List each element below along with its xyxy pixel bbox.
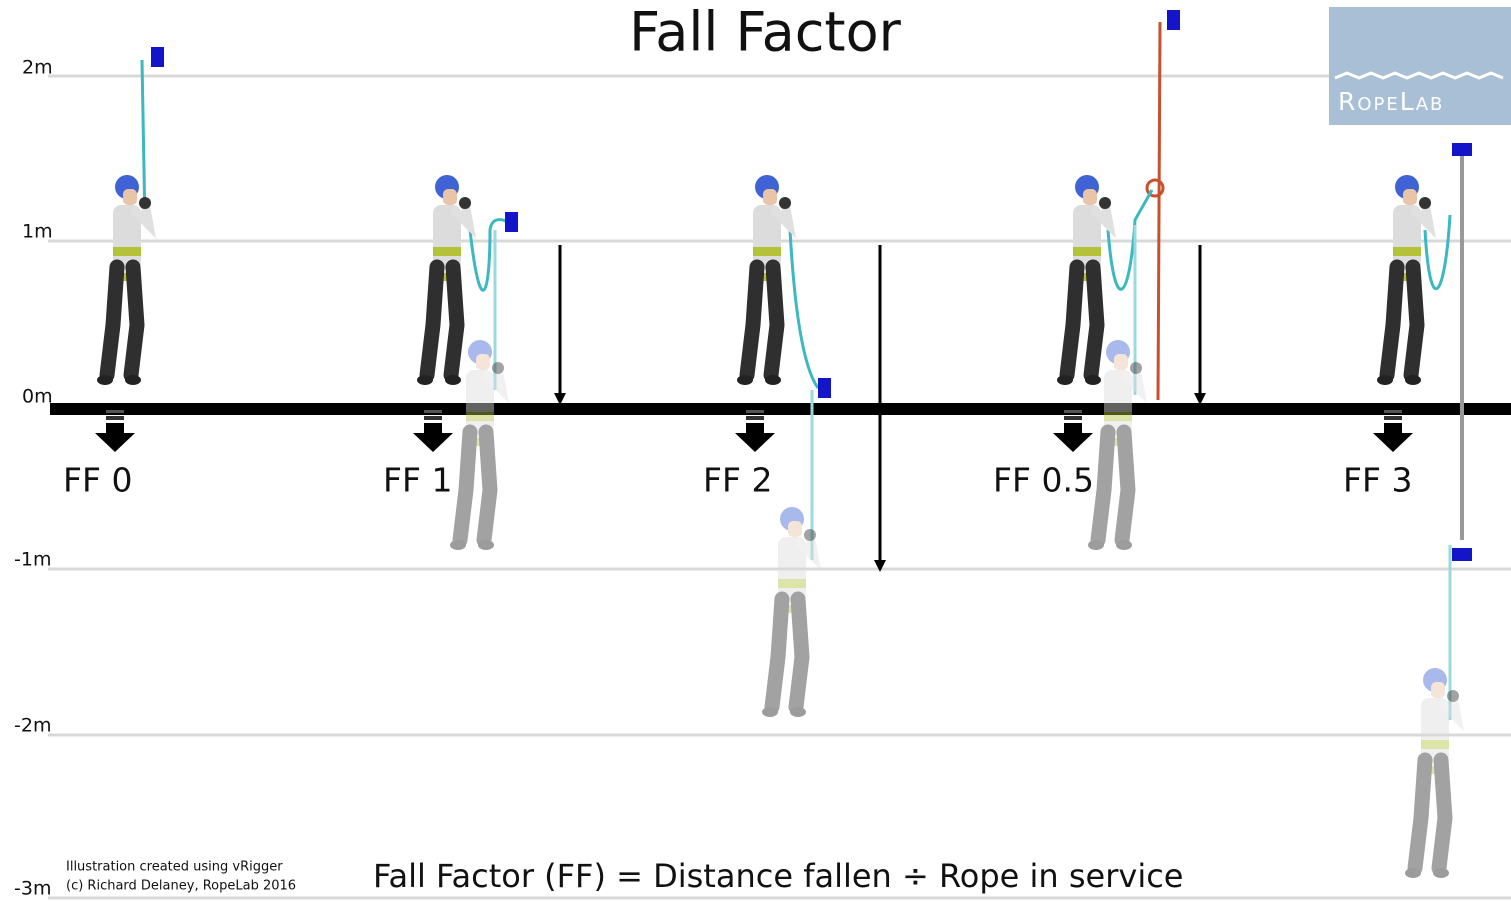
scenario-label: FF 1 xyxy=(383,461,452,500)
credit: Illustration created using vRigger xyxy=(66,860,283,875)
logo-text: RopeLab xyxy=(1338,87,1444,116)
drop-arrows xyxy=(95,410,1413,452)
scenario-label: FF 0.5 xyxy=(993,461,1094,500)
credit: (c) Richard Delaney, RopeLab 2016 xyxy=(66,879,296,894)
scenario-label: FF 0 xyxy=(63,461,132,500)
logo: RopeLab xyxy=(1329,7,1511,125)
axis-label: 0m xyxy=(22,386,53,408)
scenario-label: FF 2 xyxy=(703,461,772,500)
formula: Fall Factor (FF) = Distance fallen ÷ Rop… xyxy=(373,857,1183,895)
axis-label: 2m xyxy=(22,57,53,79)
climbers xyxy=(97,175,1459,878)
axis-label: -2m xyxy=(14,715,51,737)
scenario-label: FF 3 xyxy=(1343,461,1412,500)
axis-label: -1m xyxy=(14,549,51,571)
axis-label: 1m xyxy=(22,221,53,243)
title: Fall Factor xyxy=(629,1,901,64)
axis-label: -3m xyxy=(14,878,51,900)
fall-factor-diagram: 2m 1m 0m -1m -2m -3m Fall Factor RopeLab xyxy=(0,0,1511,901)
grid-lines xyxy=(48,76,1511,898)
